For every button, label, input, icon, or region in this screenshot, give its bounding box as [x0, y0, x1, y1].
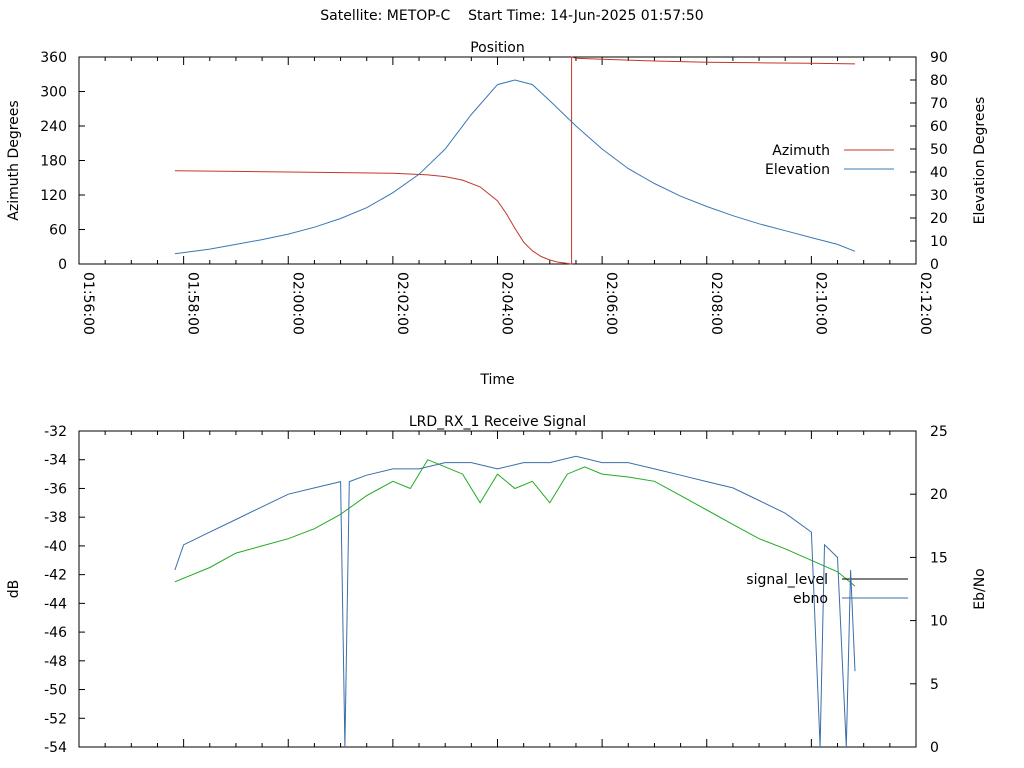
y-tick-label: 300 — [40, 85, 67, 101]
y2-tick-label: 50 — [930, 142, 948, 158]
y-tick-label: -50 — [44, 683, 67, 699]
y2-tick-label: 15 — [930, 550, 948, 566]
x-tick-label: 02:10:00 — [812, 272, 828, 335]
y2-axis-label: Eb/No — [972, 568, 988, 610]
legend-label: ebno — [793, 591, 828, 607]
y-tick-label: -54 — [44, 740, 67, 756]
y2-tick-label: 20 — [930, 211, 948, 227]
series-line-elevation — [174, 79, 856, 255]
y-tick-label: 240 — [40, 119, 67, 135]
y-tick-label: -34 — [44, 453, 67, 469]
satellite-label: Satellite: METOP-C — [320, 8, 451, 24]
y2-tick-label: 80 — [930, 73, 948, 89]
legend-label: signal_level — [746, 572, 828, 588]
y2-tick-label: 20 — [930, 487, 948, 503]
y-tick-label: 180 — [40, 154, 67, 170]
start-time-label: Start Time: 14-Jun-2025 01:57:50 — [468, 8, 704, 24]
y-tick-label: -32 — [44, 424, 67, 440]
y2-tick-label: 60 — [930, 119, 948, 135]
series-line-ebno — [174, 455, 856, 748]
series-line-signal-level — [174, 459, 856, 587]
y-tick-label: -38 — [44, 510, 67, 526]
y-tick-label: -36 — [44, 481, 67, 497]
x-tick-label: 02:12:00 — [917, 272, 933, 335]
y2-axis-label: Elevation Degrees — [972, 97, 988, 225]
x-tick-label: 01:56:00 — [80, 272, 96, 335]
y2-tick-label: 10 — [930, 614, 948, 630]
x-tick-label: 01:58:00 — [185, 272, 201, 335]
y-tick-label: -42 — [44, 568, 67, 584]
y-tick-label: 60 — [49, 223, 67, 239]
y2-tick-label: 90 — [930, 50, 948, 66]
y-tick-label: -44 — [44, 596, 67, 612]
x-tick-label: 02:08:00 — [708, 272, 724, 335]
y2-tick-label: 70 — [930, 96, 948, 112]
y-tick-label: 360 — [40, 50, 67, 66]
y-tick-label: -52 — [44, 711, 67, 727]
y2-tick-label: 40 — [930, 165, 948, 181]
y-tick-label: -48 — [44, 654, 67, 670]
series-line-azimuth — [174, 56, 856, 265]
y2-tick-label: 25 — [930, 424, 948, 440]
y2-tick-label: 5 — [930, 677, 939, 693]
x-axis-label: Time — [479, 372, 514, 388]
legend-label: Azimuth — [772, 143, 830, 159]
y-axis-label: Azimuth Degrees — [6, 100, 22, 220]
chart-title: LRD_RX_1 Receive Signal — [409, 414, 586, 430]
y2-tick-label: 0 — [930, 257, 939, 273]
plot-frame — [78, 56, 917, 265]
y-tick-label: 0 — [58, 257, 67, 273]
y-tick-label: 120 — [40, 188, 67, 204]
y2-tick-label: 10 — [930, 234, 948, 250]
y2-tick-label: 30 — [930, 188, 948, 204]
x-tick-label: 02:06:00 — [603, 272, 619, 335]
plot-frame — [78, 430, 917, 748]
page-title: Satellite: METOP-C Start Time: 14-Jun-20… — [0, 8, 1024, 24]
y-tick-label: -46 — [44, 625, 67, 641]
y-tick-label: -40 — [44, 539, 67, 555]
y2-tick-label: 0 — [930, 740, 939, 756]
x-tick-label: 02:00:00 — [289, 272, 305, 335]
legend-label: Elevation — [765, 162, 830, 178]
chart-title: Position — [470, 40, 525, 56]
x-tick-label: 02:02:00 — [394, 272, 410, 335]
y-axis-label: dB — [6, 580, 22, 599]
x-tick-label: 02:04:00 — [499, 272, 515, 335]
